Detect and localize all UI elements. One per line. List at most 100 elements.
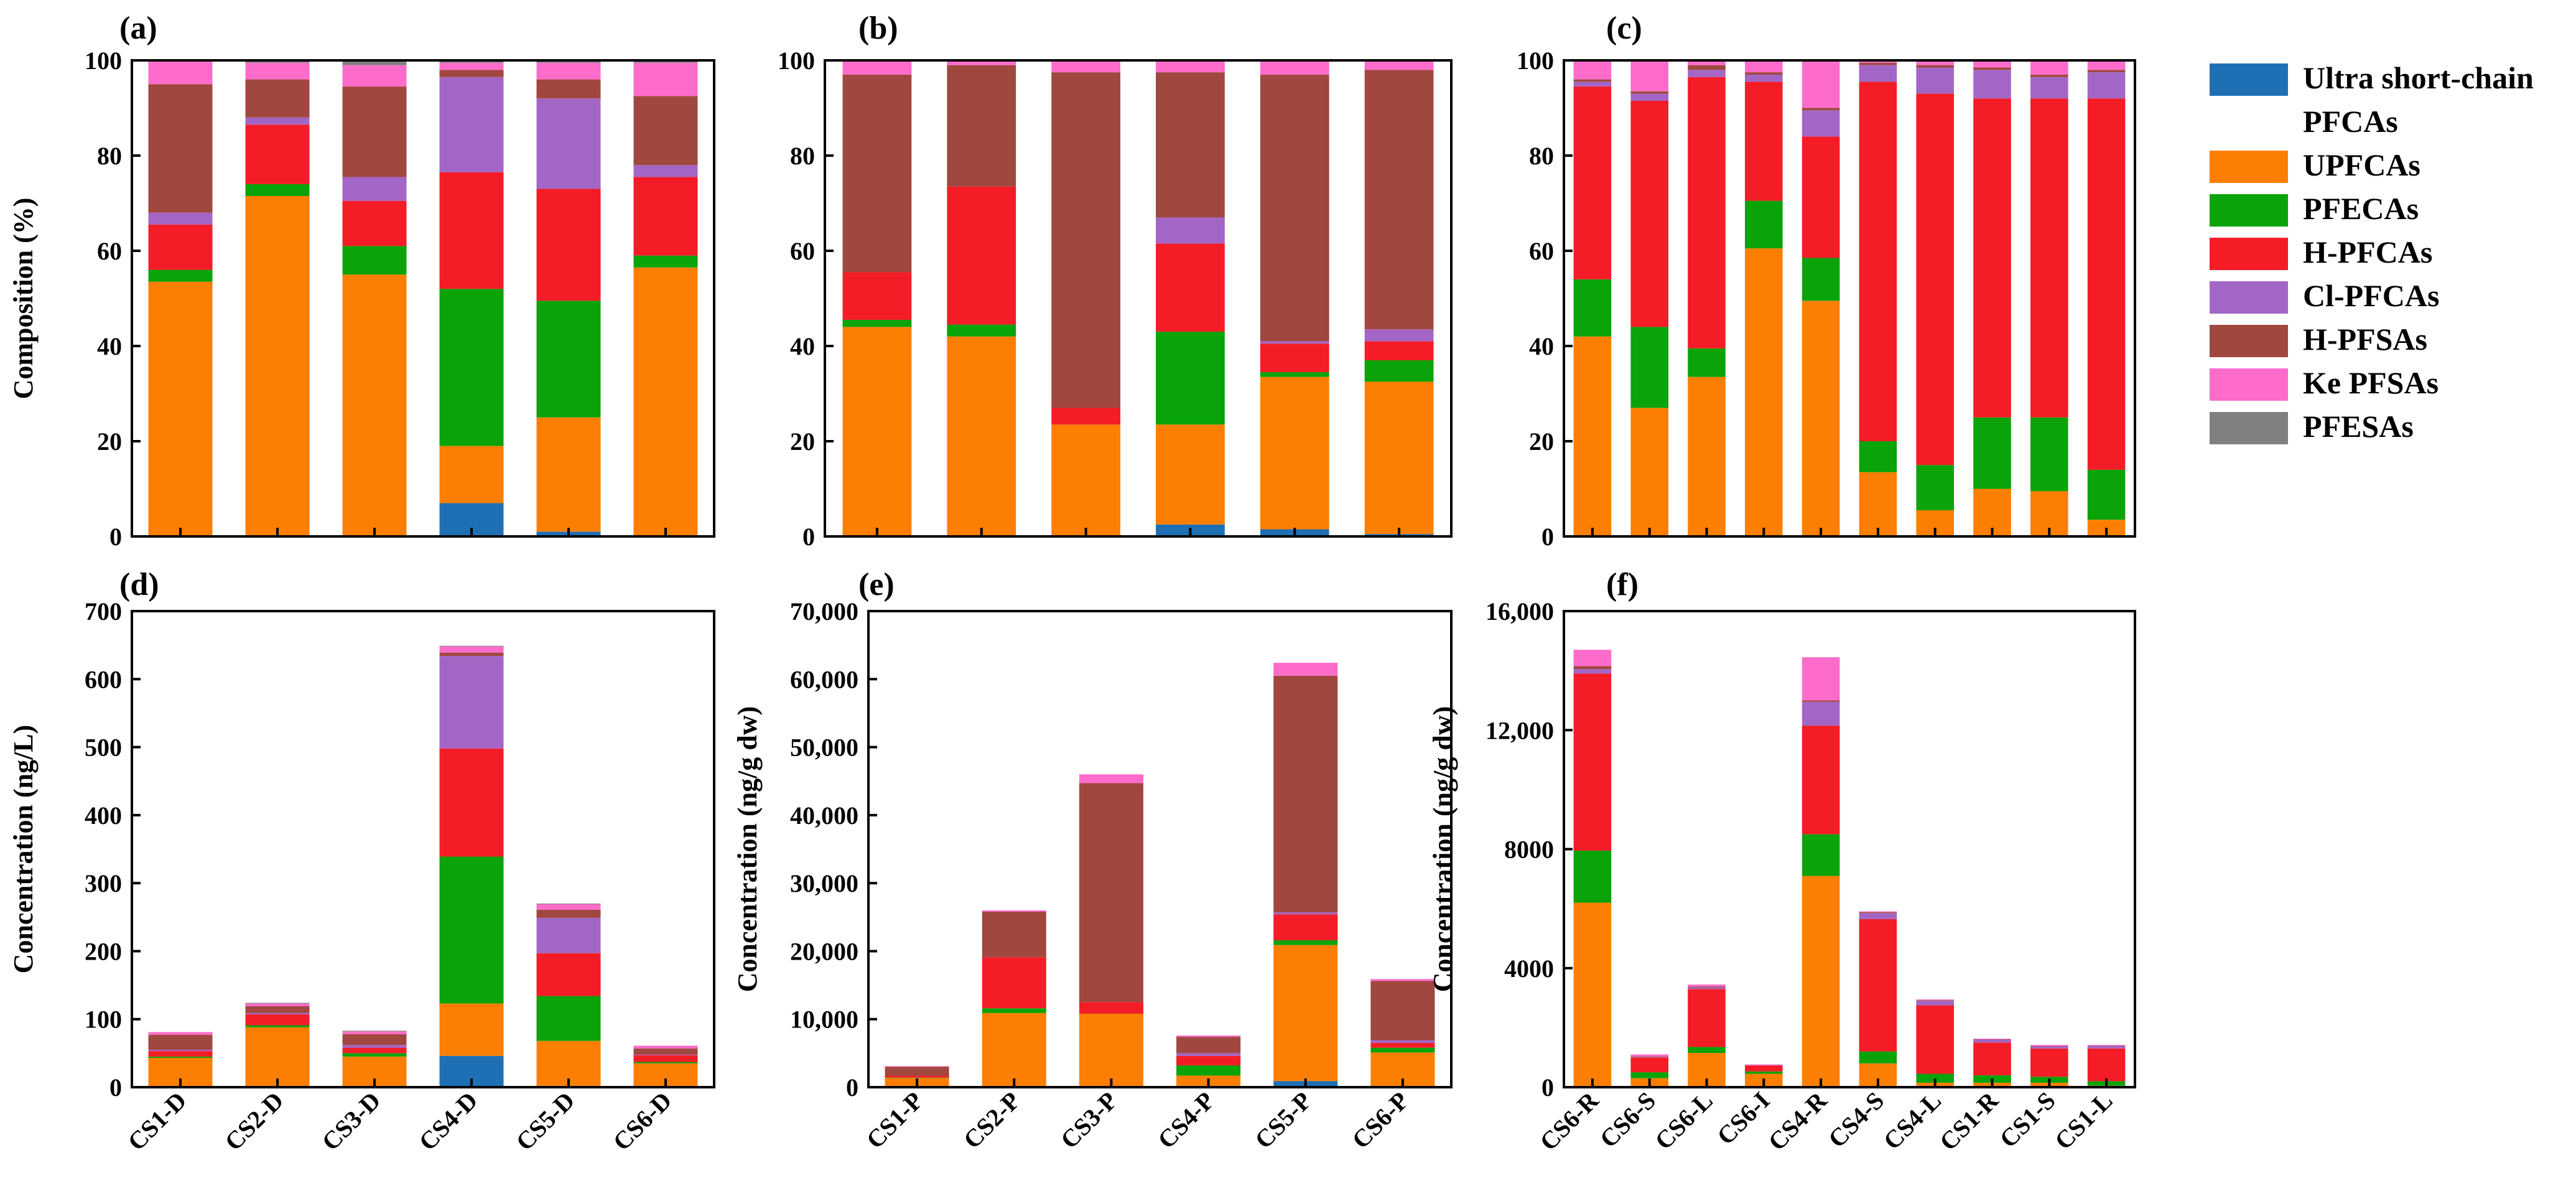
bar-segment-cs5-d-upfcas <box>536 417 601 532</box>
bar-segment-cs2-p-pfecas <box>947 324 1016 337</box>
bar-segment-cs4-d-cl-pfcas <box>439 656 504 749</box>
bar-segment-cs4-r-h-pfsas <box>1802 700 1840 702</box>
bar-segment-cs4-l-h-pfsas <box>1916 65 1954 68</box>
bar-segment-cs6-l-h-pfsas <box>1688 986 1726 988</box>
bar-segment-cs3-d-ke-pfsas <box>342 65 407 87</box>
legend: Ultra short-chain PFCAs UPFCAs PFECAs H-PFCA… <box>2210 60 2534 444</box>
bar-segment-cs3-p-ke-pfsas <box>1079 774 1143 783</box>
bar-segment-cs6-d-h-pfcas <box>633 1055 698 1062</box>
bar-segment-cs4-p-h-pfsas <box>1176 1037 1241 1054</box>
bar-segment-cs6-i-ke-pfsas <box>1745 1064 1783 1065</box>
axes-frame <box>824 59 1453 538</box>
y-tick-label: 0 <box>802 523 815 551</box>
legend-swatch-upfcas <box>2210 151 2288 183</box>
y-tick-label: 80 <box>1529 142 1554 170</box>
y-tick-label: 40 <box>1529 332 1554 360</box>
bar-segment-cs2-d-pfecas <box>245 184 310 197</box>
bar-segment-cs5-p-pfecas <box>1260 372 1329 377</box>
bar-segment-cs1-d-cl-pfcas <box>148 1049 213 1052</box>
bar-segment-cs6-d-pfecas <box>633 1062 698 1064</box>
bar-segment-cs6-l-cl-pfcas <box>1688 70 1726 77</box>
bar-segment-cs6-r-h-pfcas <box>1573 87 1612 279</box>
bar-segment-cs4-r-upfcas <box>1802 876 1840 1087</box>
legend-swatch-pfesas <box>2210 412 2288 444</box>
bar-segment-cs6-p-h-pfcas <box>1364 341 1434 360</box>
y-tick-label: 0 <box>1541 523 1554 551</box>
axes-frame <box>1563 59 2136 538</box>
bar-segment-cs4-p-h-pfsas <box>1156 72 1225 218</box>
bar-segment-cs2-p-ke-pfsas <box>982 910 1046 912</box>
bar-segment-cs6-s-h-pfsas <box>1630 1056 1668 1057</box>
bar-segment-cs1-l-cl-pfcas <box>2087 72 2126 99</box>
bar-segment-cs6-r-upfcas <box>1573 336 1612 536</box>
bar-segment-cs1-p-h-pfsas <box>885 1067 949 1076</box>
bar-segment-cs2-d-upfcas <box>245 1027 310 1087</box>
bar-segment-cs2-p-h-pfsas <box>982 912 1046 958</box>
bar-segment-cs6-l-pfecas <box>1688 348 1726 377</box>
y-tick-label: 40 <box>790 332 815 360</box>
bar-segment-cs3-d-ke-pfsas <box>342 1031 407 1034</box>
bar-segment-cs6-i-cl-pfcas <box>1745 74 1783 82</box>
bar-segment-cs4-d-upfcas <box>439 446 504 503</box>
bar-segment-cs1-d-ke-pfsas <box>148 60 213 85</box>
y-tick-label: 60 <box>790 237 815 265</box>
bar-segment-cs2-d-h-pfcas <box>245 1014 310 1026</box>
bar-segment-cs3-p-h-pfsas <box>1051 72 1120 408</box>
y-tick-label: 60 <box>1529 237 1554 265</box>
bar-segment-cs1-s-pfecas <box>2030 417 2068 492</box>
bar-segment-cs3-p-upfcas <box>1079 1013 1143 1087</box>
bar-segment-cs6-i-h-pfcas <box>1745 82 1783 201</box>
bar-segment-cs4-p-pfecas <box>1176 1065 1241 1076</box>
y-tick-label: 40 <box>97 332 122 360</box>
bar-segment-cs6-s-pfecas <box>1630 1072 1668 1078</box>
bar-segment-cs5-p-ke-pfsas <box>1273 663 1338 676</box>
bar-segment-cs6-p-h-pfsas <box>1364 70 1434 330</box>
bar-segment-cs6-r-ke-pfsas <box>1573 650 1612 666</box>
bar-segment-cs6-r-ke-pfsas <box>1573 60 1612 80</box>
bar-segment-cs1-s-h-pfcas <box>2030 1048 2068 1077</box>
legend-label-h-pfsas: H-PFSAs <box>2303 322 2427 357</box>
bar-segment-cs6-l-ke-pfsas <box>1688 60 1726 65</box>
bar-segment-cs1-l-cl-pfcas <box>2087 1046 2126 1049</box>
legend-label-pfecas: PFECAs <box>2303 191 2419 226</box>
bar-segment-cs1-s-cl-pfcas <box>2030 1046 2068 1049</box>
bar-segment-cs6-s-h-pfcas <box>1630 1057 1668 1073</box>
bar-segment-cs5-p-upfcas <box>1260 377 1329 530</box>
legend-swatch-cl-pfcas <box>2210 281 2288 314</box>
bar-segment-cs3-p-ke-pfsas <box>1051 60 1120 73</box>
bar-segment-cs6-p-ke-pfsas <box>1364 60 1434 70</box>
bar-segment-cs2-p-h-pfcas <box>982 957 1046 1009</box>
bar-segment-cs6-s-upfcas <box>1630 408 1668 536</box>
bar-segment-cs3-d-cl-pfcas <box>342 1045 407 1048</box>
bar-segment-cs6-i-ke-pfsas <box>1745 60 1783 73</box>
bar-segment-cs1-d-h-pfsas <box>148 84 213 213</box>
y-tick-label: 100 <box>1517 47 1554 75</box>
y-axis-label: Composition (%) <box>8 198 39 400</box>
bar-segment-cs5-p-cl-pfcas <box>1273 912 1338 915</box>
bar-segment-cs6-r-cl-pfcas <box>1573 669 1612 674</box>
bar-segment-cs4-p-h-pfcas <box>1156 243 1225 332</box>
bar-segment-cs6-r-h-pfsas <box>1573 666 1612 670</box>
bar-segment-cs4-p-cl-pfcas <box>1156 217 1225 244</box>
bar-segment-cs3-d-pfesas <box>342 60 407 65</box>
bar-segment-cs6-p-pfecas <box>1370 1047 1435 1053</box>
bar-segment-cs3-p-h-pfcas <box>1051 408 1120 425</box>
bar-segment-cs6-p-h-pfsas <box>1370 981 1435 1041</box>
bar-segment-cs2-d-h-pfsas <box>245 79 310 118</box>
bar-segment-cs1-d-h-pfcas <box>148 224 213 270</box>
bar-segment-cs6-l-upfcas <box>1688 377 1726 536</box>
bar-segment-cs4-r-cl-pfcas <box>1802 110 1840 137</box>
bar-segment-cs1-r-cl-pfcas <box>1973 1039 2011 1043</box>
bar-segment-cs5-p-h-pfcas <box>1260 344 1329 373</box>
bar-segment-cs1-r-h-pfcas <box>1973 1042 2011 1075</box>
bar-segment-cs4-s-pfecas <box>1859 441 1897 472</box>
bar-segment-cs1-d-h-pfsas <box>148 1034 213 1050</box>
panel-b: 0 20 40 60 80 100 (b) <box>778 11 1453 551</box>
bar-segment-cs1-p-h-pfcas <box>885 1075 949 1078</box>
y-tick-label: 8000 <box>1504 836 1554 864</box>
bar-segment-cs2-p-ke-pfsas <box>947 60 1016 65</box>
bar-segment-cs2-p-h-pfcas <box>947 186 1016 325</box>
bar-segment-cs4-r-h-pfcas <box>1802 136 1840 258</box>
